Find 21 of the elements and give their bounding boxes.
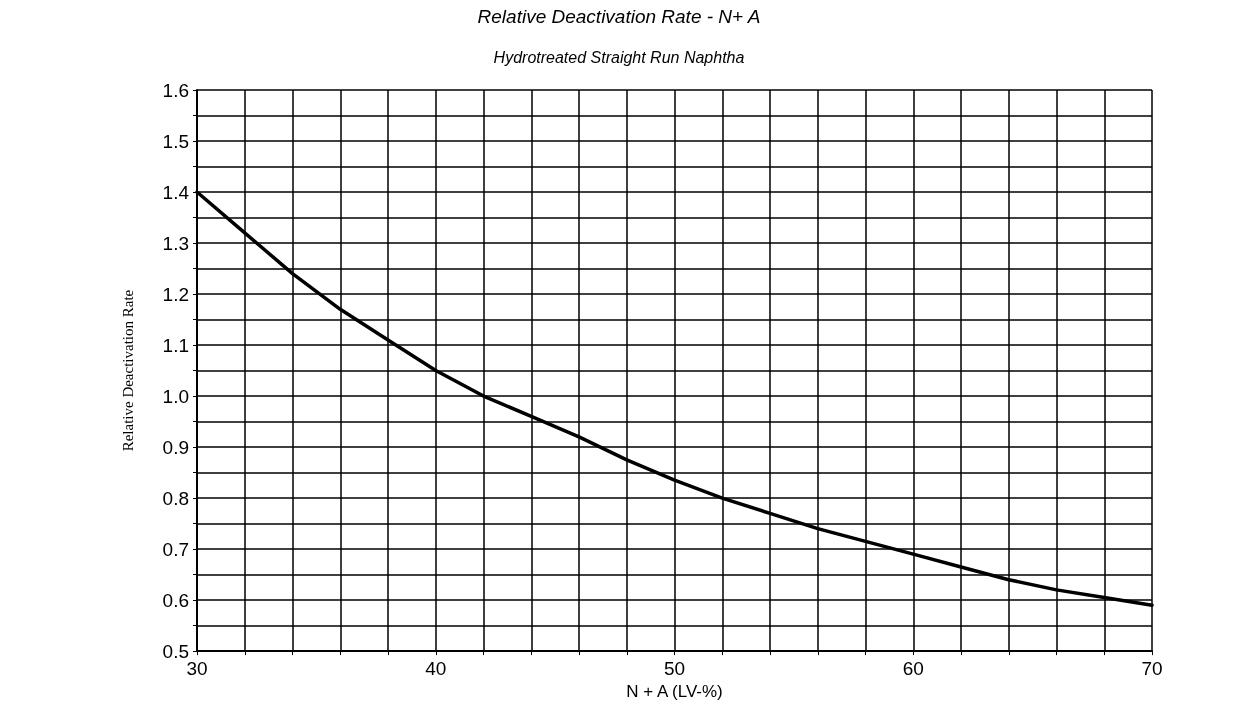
x-tick-label: 40 — [425, 658, 447, 680]
y-tick-label: 1.3 — [162, 232, 189, 254]
chart-subtitle: Hydrotreated Straight Run Naphtha — [493, 48, 745, 66]
x-tick-label: 70 — [1141, 658, 1163, 680]
y-tick-label: 1.5 — [162, 130, 189, 152]
y-tick-label: 1.1 — [162, 334, 189, 356]
x-tick-label: 50 — [663, 658, 686, 680]
y-tick-label: 0.7 — [162, 538, 189, 560]
x-tick-label: 30 — [186, 658, 208, 680]
y-tick-label: 0.5 — [162, 640, 189, 662]
chart-title: Relative Deactivation Rate - N+ A — [477, 6, 761, 27]
y-tick-label: 1.4 — [162, 181, 190, 203]
y-tick-label: 0.6 — [162, 589, 189, 611]
y-tick-label: 1.0 — [162, 385, 189, 407]
y-tick-label: 0.9 — [162, 436, 189, 458]
x-tick-label: 60 — [902, 658, 924, 680]
y-tick-label: 1.6 — [162, 79, 189, 101]
y-axis-title: Relative Deactivation Rate — [119, 289, 136, 452]
y-tick-label: 1.2 — [162, 283, 189, 305]
y-tick-label: 0.8 — [162, 487, 189, 509]
x-axis-title: N + A (LV-%) — [626, 682, 723, 701]
